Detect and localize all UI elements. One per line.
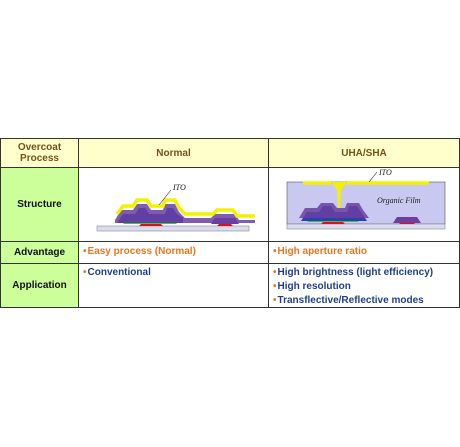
- bullet-icon: •: [83, 246, 87, 257]
- list-item: •Transflective/Reflective modes: [273, 295, 424, 306]
- advantage-label: Advantage: [1, 242, 79, 264]
- application-label: Application: [1, 264, 79, 307]
- corner-header: Overcoat Process: [1, 139, 79, 168]
- metal-right-uha: [393, 217, 421, 223]
- ito-pointer: [158, 189, 172, 206]
- ito-layer: [115, 198, 255, 218]
- bullet-icon: •: [83, 267, 87, 278]
- structure-normal-cell: ITO: [79, 168, 269, 242]
- bullet-icon: •: [273, 281, 277, 292]
- bullet-icon: •: [273, 246, 277, 257]
- organic-film-label: Organic Film: [377, 196, 421, 205]
- normal-structure-diagram: ITO: [96, 183, 255, 232]
- ito-via: [331, 182, 347, 208]
- passivation-uha: [299, 203, 369, 218]
- header-uha-sha: UHA/SHA: [269, 139, 459, 168]
- glass-substrate-uha: [286, 223, 446, 230]
- advantage-uha: •High aperture ratio: [269, 242, 459, 264]
- advantage-uha-text: High aperture ratio: [277, 246, 367, 257]
- uha-structure-diagram: ITO Organic Film: [286, 168, 446, 230]
- ito-label-uha: ITO: [378, 168, 392, 177]
- glass-substrate: [96, 225, 250, 232]
- comparison-table: Overcoat Process Normal UHA/SHA Structur…: [0, 138, 460, 308]
- ito-label: ITO: [172, 183, 186, 192]
- passivation: [115, 204, 255, 223]
- list-item: •Conventional: [83, 267, 151, 278]
- ito-pointer-uha: [368, 171, 378, 183]
- bullet-icon: •: [273, 295, 277, 306]
- header-normal: Normal: [79, 139, 269, 168]
- list-item: •High resolution: [273, 281, 351, 292]
- corner-line2: Process: [20, 153, 59, 164]
- application-uha: •High brightness (light efficiency) •Hig…: [269, 264, 459, 307]
- advantage-normal: •Easy process (Normal): [79, 242, 269, 264]
- application-normal: •Conventional: [79, 264, 269, 307]
- bullet-icon: •: [273, 267, 277, 278]
- corner-line1: Overcoat: [17, 142, 62, 153]
- list-item: •High brightness (light efficiency): [273, 267, 434, 278]
- advantage-normal-text: Easy process (Normal): [87, 246, 196, 257]
- structure-label: Structure: [1, 168, 79, 242]
- structure-uha-cell: ITO Organic Film: [269, 168, 459, 242]
